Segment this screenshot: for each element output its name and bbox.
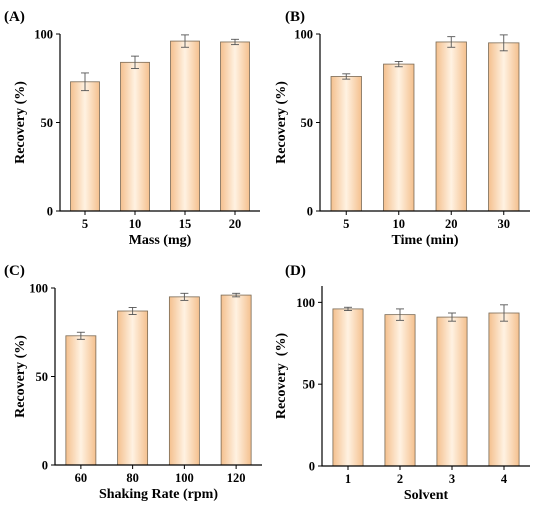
x-axis-label: Solvent: [404, 488, 449, 503]
x-tick-label: 10: [393, 217, 406, 231]
error-bar-4: [500, 304, 508, 322]
y-tick-label: 100: [29, 282, 48, 296]
y-tick-label: 100: [34, 28, 53, 42]
error-bar-60: [76, 331, 85, 340]
y-tick-label: 0: [307, 205, 313, 219]
x-tick-label: 3: [449, 472, 455, 486]
error-bar-120: [232, 292, 241, 298]
y-axis-label: Recovery (%): [13, 335, 28, 418]
y-tick-label: 50: [41, 116, 54, 130]
bar-5: [70, 81, 100, 212]
x-tick-label: 5: [343, 217, 349, 231]
y-tick-label: 50: [301, 116, 314, 130]
y-tick-label: 0: [309, 460, 315, 474]
y-tick-label: 0: [42, 459, 48, 473]
error-bar-5: [81, 72, 89, 92]
panel-label: (C): [4, 263, 25, 279]
bar-120: [220, 294, 252, 466]
error-bar-30: [499, 34, 508, 52]
x-tick-label: 10: [129, 217, 142, 231]
x-tick-label: 2: [397, 472, 403, 486]
error-bar-2: [396, 308, 404, 321]
x-axis-label: Mass (mg): [129, 233, 192, 248]
chart-panel-1: (A) 5 10 15 20 0 50 100 Mass (mg) Recovery (%): [4, 9, 260, 248]
x-tick-label: 15: [179, 217, 192, 231]
bar-30: [488, 42, 520, 212]
bar-3: [436, 316, 468, 467]
x-tick-label: 120: [227, 471, 246, 485]
chart-panel-2: (B) 5 10 20 30 0 50 100 Time (min) Recovery (%): [274, 9, 530, 248]
bar-1: [332, 308, 364, 467]
x-tick-label: 5: [82, 217, 88, 231]
x-axis-label: Shaking Rate (rpm): [99, 487, 218, 502]
bar-15: [170, 40, 200, 212]
panel-label: (A): [4, 9, 25, 25]
y-tick-label: 50: [303, 378, 316, 392]
x-tick-label: 20: [445, 217, 458, 231]
bar-4: [488, 312, 520, 467]
bar-10: [120, 61, 150, 212]
chart-panel-3: (C) 60 80 100 120 0 50 100 Shaking Rate (rpm) Rec…: [4, 263, 262, 502]
x-axis-label: Time (min): [391, 233, 458, 248]
bar-10: [383, 63, 415, 212]
bar-2: [384, 314, 416, 467]
error-bar-3: [448, 312, 456, 322]
bar-20: [435, 41, 467, 212]
error-bar-1: [344, 306, 352, 311]
x-tick-label: 30: [498, 217, 511, 231]
error-bar-10: [131, 55, 139, 69]
chart-panel-4: (D) 1 2 3 4 0 50 100 Solvent Recovery (%): [274, 263, 530, 503]
x-tick-label: 4: [501, 472, 508, 486]
error-bar-20: [231, 38, 239, 46]
y-axis-label: Recovery (%): [274, 333, 289, 420]
bar-80: [117, 310, 149, 466]
x-tick-label: 100: [175, 471, 194, 485]
y-tick-label: 100: [296, 296, 315, 310]
bar-20: [220, 41, 250, 212]
error-bar-100: [180, 292, 189, 301]
error-bar-80: [128, 307, 137, 315]
bar-60: [65, 335, 97, 466]
y-tick-label: 0: [47, 205, 53, 219]
error-bar-5: [342, 73, 351, 80]
error-bar-15: [181, 34, 189, 48]
x-tick-label: 80: [126, 471, 139, 485]
error-bar-20: [447, 36, 456, 48]
bar-100: [168, 296, 200, 466]
y-axis-label: Recovery (%): [13, 81, 28, 164]
y-tick-label: 50: [36, 370, 49, 384]
x-tick-label: 20: [229, 217, 242, 231]
bar-5: [330, 76, 362, 212]
x-tick-label: 1: [345, 472, 351, 486]
error-bar-10: [394, 60, 403, 68]
panel-label: (D): [285, 263, 306, 279]
y-tick-label: 100: [294, 28, 313, 42]
x-tick-label: 60: [75, 471, 88, 485]
panel-label: (B): [285, 9, 305, 25]
y-axis-label: Recovery (%): [274, 81, 289, 164]
